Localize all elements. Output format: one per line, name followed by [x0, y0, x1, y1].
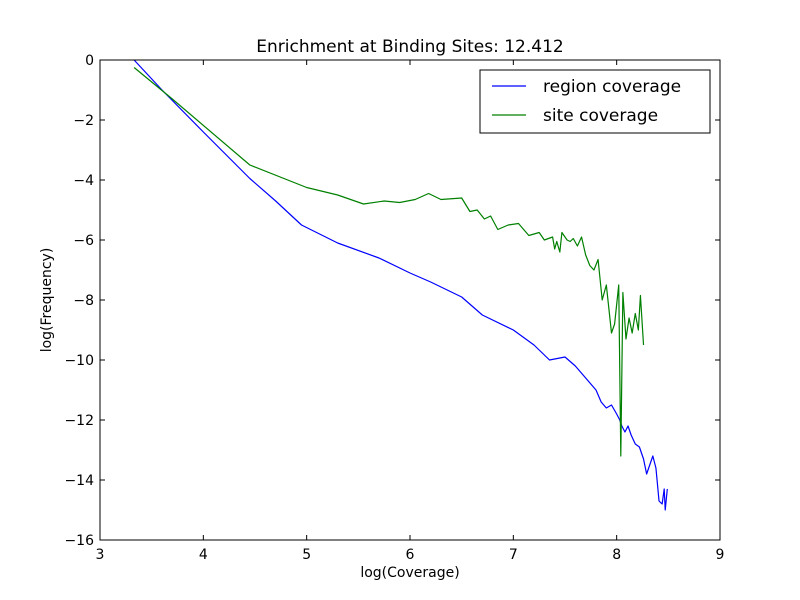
- y-axis-label: log(Frequency): [39, 248, 55, 353]
- y-tick-label: −6: [73, 233, 94, 249]
- y-tick-label: −8: [73, 293, 94, 309]
- x-tick-label: 6: [406, 547, 415, 563]
- y-axis: 0 −2 −4 −6 −8 −10 −12 −14 −16: [64, 53, 720, 549]
- legend: region coverage site coverage: [479, 69, 711, 134]
- x-axis: 3 4 5 6 7 8 9: [96, 60, 725, 563]
- y-tick-label: −4: [73, 173, 94, 189]
- legend-label-site-coverage: site coverage: [543, 106, 658, 126]
- x-tick-label: 9: [716, 547, 725, 563]
- y-tick-label: −10: [64, 353, 94, 369]
- series-line-region-coverage: [133, 59, 668, 511]
- x-tick-label: 3: [96, 547, 105, 563]
- x-axis-label: log(Coverage): [360, 565, 459, 581]
- x-tick-label: 5: [302, 547, 311, 563]
- plot-frame: [99, 59, 721, 541]
- legend-label-region-coverage: region coverage: [543, 77, 681, 97]
- y-tick-label: −14: [64, 473, 94, 489]
- y-tick-label: −2: [73, 113, 94, 129]
- y-tick-label: −16: [64, 533, 94, 549]
- x-tick-label: 4: [199, 547, 208, 563]
- legend-box: [479, 69, 711, 134]
- x-tick-label: 8: [612, 547, 621, 563]
- chart-title: Enrichment at Binding Sites: 12.412: [256, 37, 563, 57]
- x-tick-label: 7: [509, 547, 518, 563]
- series-layer: [133, 59, 668, 511]
- y-tick-label: 0: [85, 53, 94, 69]
- series-line-site-coverage: [133, 67, 645, 457]
- y-tick-label: −12: [64, 413, 94, 429]
